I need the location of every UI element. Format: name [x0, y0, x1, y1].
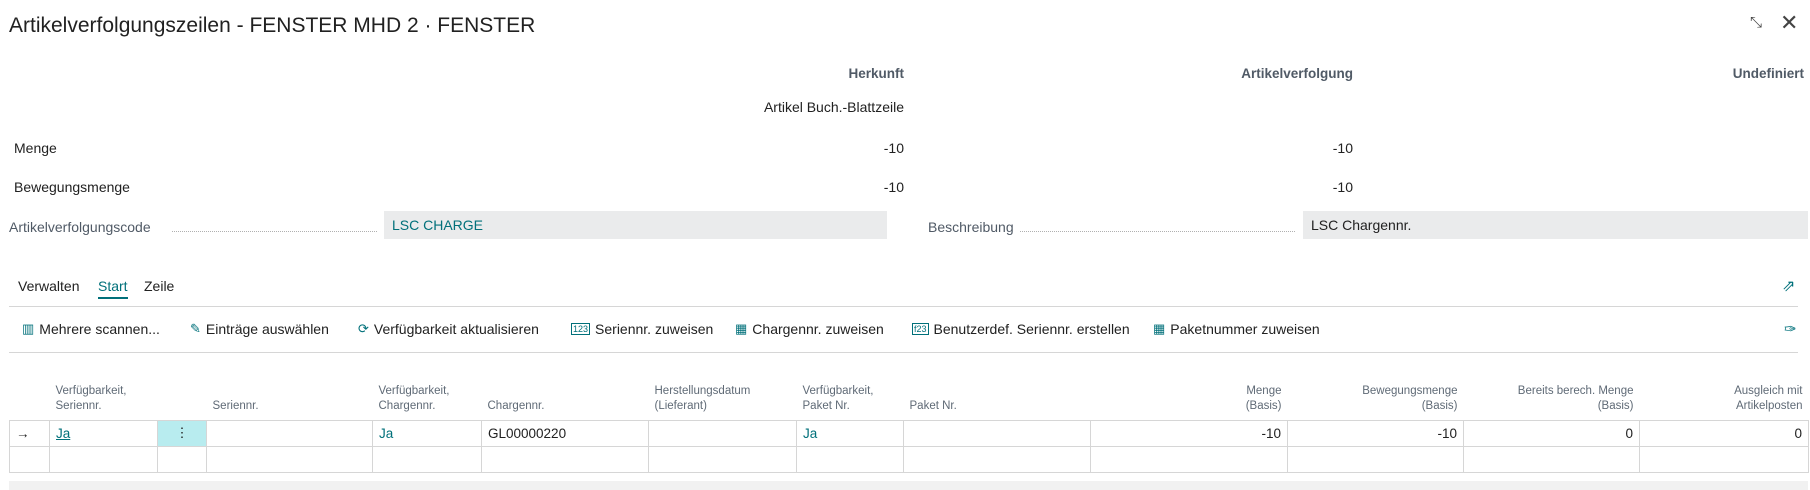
toolbar-label: Paketnummer zuweisen	[1170, 321, 1320, 337]
cell-lot[interactable]: GL00000220	[481, 419, 649, 447]
row-indicator-icon: →	[9, 419, 50, 447]
cell[interactable]	[1639, 445, 1809, 473]
refresh-icon: ⟳	[358, 321, 369, 336]
close-icon[interactable]: ✕	[1780, 10, 1799, 35]
tab-start[interactable]: Start	[98, 278, 128, 299]
col-qty-handle[interactable]: Bewegungsmenge (Basis)	[1362, 384, 1458, 412]
share-icon[interactable]: ⇗	[1782, 278, 1796, 295]
toolbar-label: Einträge auswählen	[205, 321, 329, 337]
cell[interactable]	[1090, 445, 1288, 473]
description-field[interactable]: LSC Chargennr.	[1303, 211, 1808, 239]
cell[interactable]	[648, 445, 797, 473]
cell	[9, 445, 50, 473]
cell[interactable]	[796, 445, 904, 473]
serial-number-icon: 123	[571, 323, 591, 335]
toolbar-label: Seriennr. zuweisen	[595, 321, 714, 337]
header-undefined: Undefiniert	[1732, 66, 1804, 81]
toolbar-assign-package[interactable]: ▦ Paketnummer zuweisen	[1153, 321, 1320, 337]
cell-qty-invoiced: 0	[1463, 419, 1640, 447]
desc-label: Beschreibung	[928, 219, 1014, 235]
tab-zeile[interactable]: Zeile	[144, 278, 175, 294]
toolbar-refresh[interactable]: ⟳ Verfügbarkeit aktualisieren	[358, 321, 539, 337]
header-tracking: Artikelverfolgung	[1241, 66, 1353, 81]
cell-qty-base[interactable]: -10	[1090, 419, 1288, 447]
tab-verwalten[interactable]: Verwalten	[18, 278, 80, 294]
toolbar-assign-serial[interactable]: 123 Seriennr. zuweisen	[571, 321, 713, 337]
row-label-bewegungsmenge: Bewegungsmenge	[14, 179, 130, 195]
cell-qty-handle[interactable]: -10	[1287, 419, 1464, 447]
avail-lot-link[interactable]: Ja	[372, 419, 482, 447]
col-appl-entry[interactable]: Ausgleich mit Artikelposten	[1734, 384, 1803, 412]
pin-icon[interactable]: ✑	[1784, 321, 1797, 338]
cell[interactable]	[49, 445, 158, 473]
divider	[9, 306, 1798, 307]
divider	[9, 352, 1798, 353]
row-menu-icon[interactable]: ⋮	[157, 419, 207, 447]
bewegungsmenge-source: -10	[883, 179, 904, 195]
cell-mfg-date[interactable]	[648, 419, 797, 447]
window-title: Artikelverfolgungszeilen - FENSTER MHD 2…	[9, 14, 536, 37]
tracking-lines-table: Verfügbarkeit, Seriennr. Seriennr. Verfüg…	[9, 380, 1809, 473]
row-label-menge: Menge	[14, 140, 57, 156]
avail-serial-link[interactable]: Ja	[49, 419, 158, 447]
grid-icon: ▦	[1153, 321, 1166, 336]
table-row[interactable]: → Ja ⋮ Ja GL00000220 Ja -10 -10 0 0	[9, 419, 1809, 447]
barcode-icon: ▥	[22, 321, 35, 336]
table-row[interactable]	[9, 445, 1809, 473]
col-menu	[158, 380, 207, 420]
avail-package-link[interactable]: Ja	[796, 419, 904, 447]
toolbar-scan[interactable]: ▥ Mehrere scannen...	[22, 321, 160, 337]
col-lot[interactable]: Chargennr.	[487, 399, 545, 412]
toolbar-select-entries[interactable]: ✎ Einträge auswählen	[190, 321, 329, 337]
cell[interactable]	[372, 445, 482, 473]
dots	[172, 231, 377, 232]
col-serial[interactable]: Seriennr.	[212, 399, 259, 412]
menge-source: -10	[883, 140, 904, 156]
cell[interactable]	[903, 445, 1091, 473]
col-mfg-date[interactable]: Herstellungsdatum (Lieferant)	[654, 384, 751, 412]
toolbar-label: Verfügbarkeit aktualisieren	[373, 321, 539, 337]
source-type: Artikel Buch.-Blattzeile	[763, 99, 904, 115]
col-avail-package[interactable]: Verfügbarkeit, Paket Nr.	[802, 384, 874, 412]
toolbar-assign-lot[interactable]: ▦ Chargennr. zuweisen	[735, 321, 884, 337]
cell-package[interactable]	[903, 419, 1091, 447]
col-indicator	[10, 380, 50, 420]
toolbar-label: Mehrere scannen...	[39, 321, 160, 337]
menge-tracking: -10	[1332, 140, 1353, 156]
col-avail-lot[interactable]: Verfügbarkeit, Chargennr.	[378, 384, 450, 412]
cell[interactable]	[1463, 445, 1640, 473]
toolbar-custom-serial[interactable]: f23 Benutzerdef. Seriennr. erstellen	[912, 321, 1130, 337]
bewegungsmenge-tracking: -10	[1332, 179, 1353, 195]
cell[interactable]	[157, 445, 207, 473]
col-qty-base[interactable]: Menge (Basis)	[1245, 384, 1282, 412]
cell[interactable]	[1287, 445, 1464, 473]
code-label: Artikelverfolgungscode	[9, 219, 151, 235]
cell[interactable]	[206, 445, 373, 473]
toolbar-label: Benutzerdef. Seriennr. erstellen	[933, 321, 1130, 337]
col-package[interactable]: Paket Nr.	[909, 399, 957, 412]
tracking-code-field[interactable]: LSC CHARGE	[384, 211, 887, 239]
cell-serial[interactable]	[206, 419, 373, 447]
custom-serial-icon: f23	[912, 323, 929, 335]
table-footer	[9, 481, 1808, 490]
cell-appl-entry[interactable]: 0	[1639, 419, 1809, 447]
grid-icon: ▦	[735, 321, 748, 336]
cell[interactable]	[481, 445, 649, 473]
collapse-icon[interactable]: ⤡	[1750, 14, 1763, 31]
col-avail-serial[interactable]: Verfügbarkeit, Seriennr.	[55, 384, 127, 412]
header-source: Herkunft	[848, 66, 904, 81]
select-entries-icon: ✎	[190, 321, 201, 336]
col-qty-invoiced[interactable]: Bereits berech. Menge (Basis)	[1517, 384, 1634, 412]
dots	[1020, 231, 1295, 232]
toolbar-label: Chargennr. zuweisen	[752, 321, 884, 337]
